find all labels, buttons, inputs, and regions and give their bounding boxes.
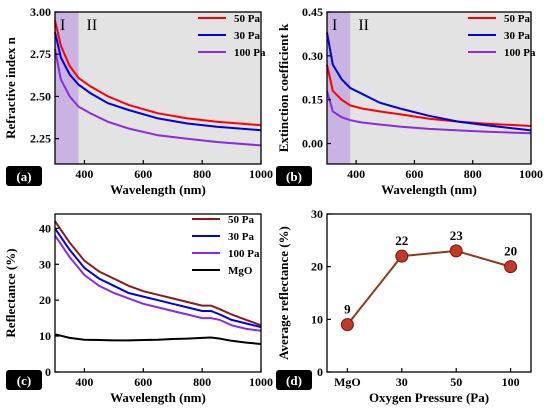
x-tick-label-3: 1000: [519, 167, 543, 181]
y-tick-label-0: 0: [45, 365, 51, 379]
legend-label-2: 100 Pa: [234, 47, 266, 59]
x-axis-title: Wavelength (nm): [381, 182, 477, 197]
plot-frame: [54, 213, 262, 373]
legend-label-1: 30 Pa: [228, 231, 254, 243]
panel-label: (d): [286, 373, 302, 388]
series-line-2: [54, 234, 262, 332]
region-ii-label: II: [87, 17, 98, 34]
x-tick-label-0: MgO: [334, 375, 361, 389]
y-tick-label-1: 10: [311, 312, 323, 326]
x-tick-label-0: 400: [347, 167, 365, 181]
legend-label-2: 100 Pa: [228, 248, 260, 260]
panel-label-badge: [6, 166, 42, 186]
plot-area: [327, 214, 531, 372]
region-i-label: I: [332, 17, 337, 34]
region-i-band: [327, 12, 351, 164]
data-label-2: 23: [450, 228, 464, 243]
x-tick-label-2: 800: [193, 375, 211, 389]
y-tick-label-0: 0: [317, 365, 323, 379]
x-axis-title: Oxygen Pressure (Pa): [369, 390, 489, 405]
y-tick-label-1: 0.15: [302, 93, 323, 107]
y-tick-label-1: 10: [39, 329, 51, 343]
x-tick-label-2: 50: [450, 375, 462, 389]
plot-frame: [326, 11, 532, 165]
x-tick-label-2: 800: [464, 167, 482, 181]
data-label-1: 22: [395, 233, 408, 248]
x-tick-label-1: 600: [134, 167, 152, 181]
data-point-2: [449, 244, 463, 258]
series-line-2: [54, 49, 262, 147]
chart-panel-2: 0 10 20 30 40 400 600 800 1000 Wavelength (nm) Ref…: [3, 213, 273, 405]
legend-label-0: 50 Pa: [234, 13, 260, 25]
legend-label-0: 50 Pa: [504, 13, 530, 25]
legend-label-2: 100 Pa: [504, 47, 536, 59]
y-axis-title: Average reflectance (%): [276, 226, 291, 360]
x-tick-label-1: 30: [396, 375, 408, 389]
series-line-0: [54, 20, 262, 127]
data-point-1: [395, 249, 409, 263]
region-i-band: [55, 12, 79, 164]
y-tick-label-0: 0.00: [302, 137, 323, 151]
y-axis-title: Refractive index n: [3, 36, 18, 139]
panel-label: (b): [286, 169, 302, 184]
plot-frame: [326, 213, 532, 373]
series-line-1: [326, 32, 532, 132]
region-i-label: I: [60, 17, 65, 34]
y-tick-label-2: 0.30: [302, 49, 323, 63]
panel-label-badge: [276, 370, 312, 390]
y-tick-label-0: 2.25: [30, 132, 51, 146]
x-tick-label-1: 600: [134, 375, 152, 389]
series-line-2: [326, 90, 532, 135]
x-tick-label-1: 600: [405, 167, 423, 181]
legend-label-1: 30 Pa: [504, 30, 530, 42]
y-tick-label-3: 0.45: [302, 5, 323, 19]
series-line: [346, 249, 511, 326]
plot-frame: [54, 11, 262, 165]
y-axis-title: Extinction coefficient k: [276, 23, 291, 152]
y-tick-label-1: 2.50: [30, 89, 51, 103]
x-tick-label-2: 800: [193, 167, 211, 181]
x-tick-label-3: 1000: [249, 167, 273, 181]
data-point-0: [340, 318, 354, 332]
plot-area: [55, 214, 261, 372]
y-tick-label-3: 30: [311, 207, 323, 221]
legend-label-0: 50 Pa: [228, 214, 254, 226]
y-axis-title: Reflectance (%): [3, 248, 18, 337]
panel-label-badge: [276, 166, 312, 186]
panel-label: (a): [16, 169, 31, 184]
data-label-0: 9: [344, 302, 351, 317]
data-label-3: 20: [504, 244, 517, 259]
y-tick-label-2: 2.75: [30, 47, 51, 61]
legend-label-3: MgO: [228, 265, 253, 277]
region-ii-label: II: [358, 17, 369, 34]
series-line-1: [54, 32, 262, 132]
y-tick-label-3: 30: [39, 257, 51, 271]
legend-label-1: 30 Pa: [234, 30, 260, 42]
x-tick-label-0: 400: [75, 167, 93, 181]
y-tick-label-2: 20: [39, 293, 51, 307]
x-tick-label-3: 100: [502, 375, 520, 389]
y-tick-label-3: 3.00: [30, 5, 51, 19]
region-ii-band: [78, 12, 262, 164]
region-ii-band: [350, 12, 531, 164]
chart-panel-3: 9 22 23 20 0 10 20 30 MgO 30 50 100 Oxygen Pressure …: [276, 207, 532, 405]
series-line-0: [54, 220, 262, 327]
x-axis-title: Wavelength (nm): [110, 390, 206, 405]
x-axis-title: Wavelength (nm): [110, 182, 206, 197]
x-tick-label-3: 1000: [249, 375, 273, 389]
y-tick-label-4: 40: [39, 221, 51, 235]
panel-label-badge: [6, 370, 42, 390]
data-point-3: [504, 260, 518, 274]
x-tick-label-0: 400: [75, 375, 93, 389]
series-line-1: [54, 227, 262, 329]
series-line-3: [54, 333, 262, 345]
y-tick-label-2: 20: [311, 260, 323, 274]
panel-label: (c): [17, 373, 31, 388]
